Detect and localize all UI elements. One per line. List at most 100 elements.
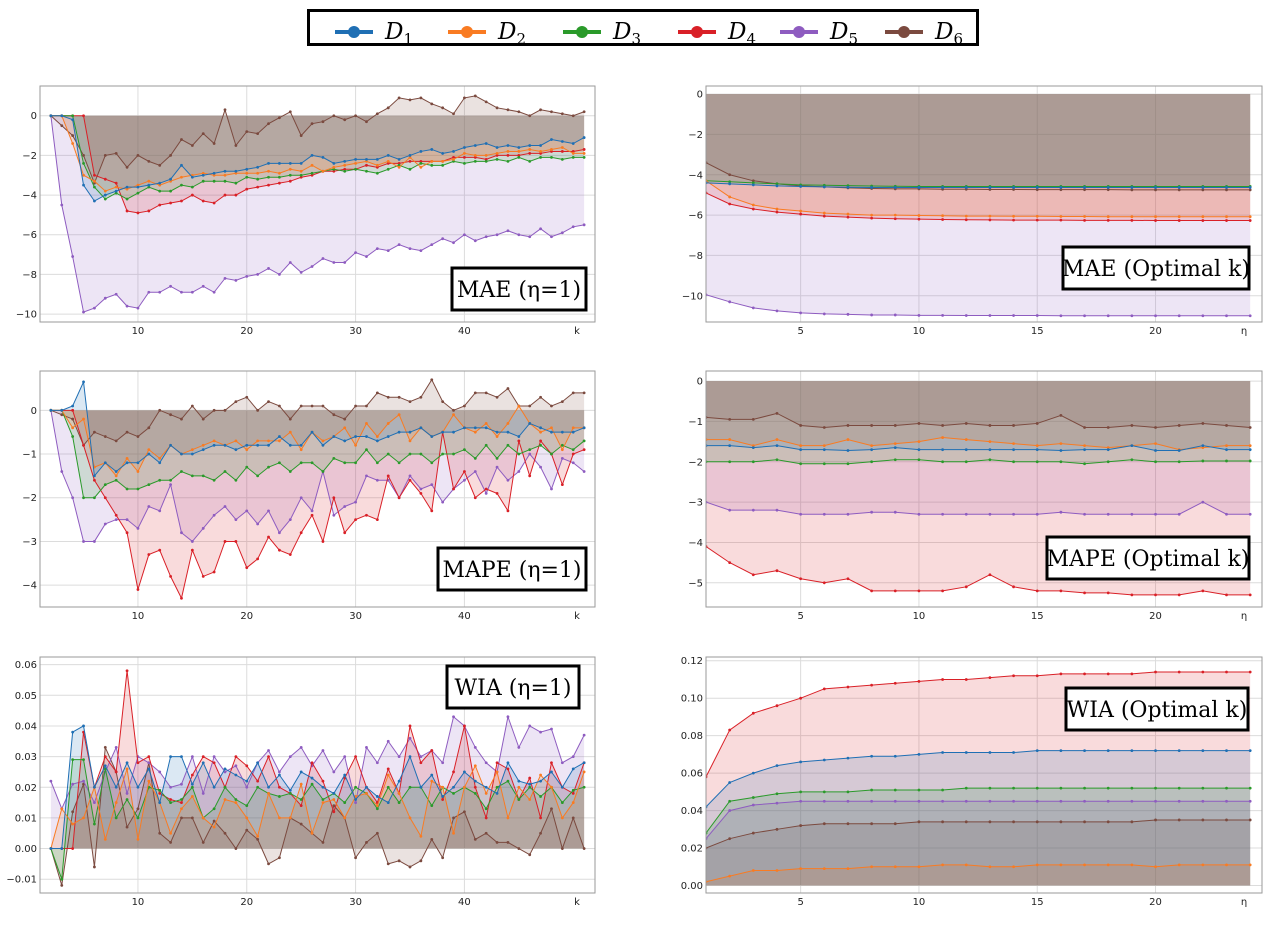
data-point-D6 <box>1059 188 1063 192</box>
data-point-D3 <box>1154 460 1157 464</box>
data-point-D4 <box>375 518 379 521</box>
data-point-D2 <box>386 159 390 163</box>
data-point-D3 <box>267 465 270 469</box>
data-point-D3 <box>550 155 553 159</box>
data-point-D2 <box>517 150 521 153</box>
data-point-D6 <box>321 404 325 408</box>
series-line-D4 <box>50 115 585 214</box>
data-point-D1 <box>1225 749 1228 753</box>
y-tick-label: −2 <box>22 493 37 504</box>
data-point-D4 <box>125 209 129 213</box>
data-point-D1 <box>310 154 314 157</box>
data-point-D1 <box>332 161 336 165</box>
data-point-D2 <box>234 801 238 804</box>
data-point-D1 <box>582 761 586 765</box>
data-point-D6 <box>528 114 532 118</box>
data-point-D6 <box>321 120 325 124</box>
data-point-D3 <box>180 183 183 187</box>
data-point-D3 <box>1059 460 1063 464</box>
data-point-D4 <box>180 596 183 600</box>
data-point-D6 <box>278 404 281 408</box>
data-point-D1 <box>539 779 542 783</box>
data-point-D5 <box>539 465 542 469</box>
data-point-D4 <box>528 474 532 478</box>
data-point-D6 <box>93 865 96 869</box>
data-point-D2 <box>288 816 292 820</box>
data-point-D4 <box>114 770 118 774</box>
data-point-D1 <box>1201 749 1205 753</box>
data-point-D1 <box>1177 186 1181 189</box>
data-point-D6 <box>256 408 260 412</box>
data-point-D5 <box>1201 314 1205 318</box>
data-point-D1 <box>430 435 434 438</box>
data-point-D5 <box>473 470 477 473</box>
data-point-D3 <box>430 163 434 167</box>
data-point-D5 <box>125 518 129 521</box>
data-point-D6 <box>582 847 586 850</box>
data-point-D5 <box>169 483 172 487</box>
data-point-D3 <box>147 185 151 189</box>
data-point-D2 <box>212 439 216 443</box>
data-point-D4 <box>386 161 390 165</box>
data-point-D6 <box>245 395 249 399</box>
data-point-D1 <box>1035 448 1039 452</box>
data-point-D2 <box>441 159 445 163</box>
data-point-D2 <box>751 203 755 207</box>
data-point-D1 <box>408 755 412 759</box>
series-fill-D2 <box>50 115 585 192</box>
data-point-D2 <box>223 173 227 177</box>
data-point-D6 <box>964 422 968 425</box>
data-point-D3 <box>528 785 532 789</box>
panel-label: WIA (η=1) <box>455 676 572 701</box>
data-point-D2 <box>299 782 303 786</box>
data-point-D5 <box>93 801 96 804</box>
data-point-D1 <box>332 791 336 795</box>
data-point-D5 <box>82 540 85 543</box>
data-point-D5 <box>473 239 477 243</box>
panel-label-box <box>436 546 588 592</box>
data-point-D3 <box>256 177 260 181</box>
data-point-D4 <box>397 161 401 165</box>
data-point-D1 <box>180 755 183 759</box>
data-point-D4 <box>1130 593 1134 597</box>
data-point-D3 <box>964 460 968 464</box>
data-point-D6 <box>751 831 755 835</box>
panel-label-box <box>1045 535 1251 581</box>
data-point-D2 <box>941 214 944 218</box>
data-point-D4 <box>571 791 575 795</box>
data-point-D2 <box>245 448 249 452</box>
data-point-D3 <box>1106 786 1110 790</box>
data-point-D1 <box>775 764 779 768</box>
data-point-D2 <box>114 185 118 189</box>
data-point-D3 <box>71 758 75 762</box>
data-point-D4 <box>917 589 921 593</box>
data-point-D2 <box>1248 444 1252 448</box>
data-point-D3 <box>988 458 992 462</box>
data-point-D1 <box>103 764 107 768</box>
data-point-D2 <box>463 785 466 789</box>
data-point-D1 <box>582 136 586 139</box>
data-point-D6 <box>267 122 270 126</box>
data-point-D4 <box>212 761 216 765</box>
data-point-D1 <box>822 448 826 452</box>
data-point-D4 <box>1248 670 1252 674</box>
data-point-D3 <box>343 801 347 804</box>
data-point-D3 <box>506 159 510 163</box>
data-point-D4 <box>125 531 129 535</box>
series-line-D1 <box>706 445 1251 451</box>
series-fill-D6 <box>50 379 585 446</box>
data-point-D3 <box>180 470 183 473</box>
data-point-D5 <box>441 237 445 241</box>
data-point-D1 <box>463 146 466 149</box>
data-point-D1 <box>321 443 325 447</box>
data-point-D5 <box>343 755 347 759</box>
data-point-D1 <box>375 795 379 798</box>
data-point-D1 <box>1154 749 1157 753</box>
data-point-D3 <box>1130 786 1134 790</box>
data-point-D4 <box>1201 589 1205 593</box>
data-point-D1 <box>506 144 510 147</box>
data-point-D5 <box>397 755 401 759</box>
data-point-D1 <box>190 782 194 786</box>
series-line-D5 <box>706 800 1251 840</box>
